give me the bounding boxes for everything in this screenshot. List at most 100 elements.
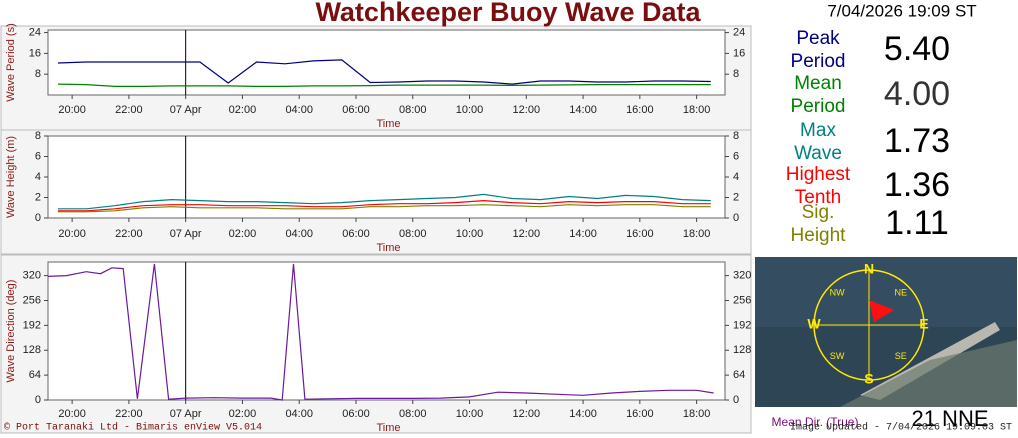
reading-value: 5.40 — [884, 30, 950, 68]
x-tick-label: 20:00 — [58, 228, 86, 240]
x-tick-label: 04:00 — [285, 228, 313, 240]
reading-label: Mean — [794, 73, 842, 94]
y-tick-label: 24 — [29, 27, 41, 39]
y-axis-label: Wave Height (m) — [5, 136, 17, 218]
x-tick-label: 02:00 — [229, 104, 257, 116]
reading-label: Sig. — [802, 202, 835, 223]
y2-tick-label: 256 — [733, 294, 751, 306]
x-tick-label: 07 Apr — [170, 228, 202, 240]
y-axis-label: Wave Period (s) — [5, 23, 17, 101]
y2-tick-label: 320 — [733, 270, 751, 282]
x-tick-label: 04:00 — [285, 104, 313, 116]
x-tick-label: 12:00 — [513, 104, 541, 116]
chart-0: 8 8 16 16 24 24 20:00 22:00 07 Apr 02:00 04:00 06:0… — [0, 23, 752, 131]
wind-label: Mean Dir. (True) — [772, 415, 859, 429]
y-tick-label: 2 — [35, 191, 41, 203]
compass-point: NE — [895, 288, 908, 298]
x-tick-label: 20:00 — [58, 408, 86, 420]
reading-value: 4.00 — [884, 75, 950, 113]
x-tick-label: 06:00 — [342, 408, 370, 420]
reading-value: 1.11 — [885, 204, 949, 242]
reading-value: 1.36 — [884, 166, 950, 204]
y-tick-label: 320 — [23, 270, 41, 282]
timestamp: 7/04/2026 19:09 ST — [827, 1, 976, 20]
x-tick-label: 06:00 — [342, 228, 370, 240]
x-tick-label: 16:00 — [626, 104, 654, 116]
x-tick-label: 14:00 — [569, 104, 597, 116]
y-tick-label: 192 — [23, 319, 41, 331]
reading-value: 1.73 — [884, 122, 950, 160]
compass-point: N — [864, 261, 874, 277]
x-axis-label: Time — [376, 118, 400, 130]
x-tick-label: 14:00 — [569, 408, 597, 420]
x-tick-label: 16:00 — [626, 408, 654, 420]
y2-tick-label: 128 — [733, 344, 751, 356]
wind-arrow — [869, 300, 894, 322]
y-tick-label: 4 — [35, 171, 41, 183]
reading-label: Highest — [786, 164, 851, 185]
y-tick-label: 16 — [29, 47, 41, 59]
x-tick-label: 08:00 — [399, 408, 427, 420]
x-tick-label: 12:00 — [513, 408, 541, 420]
sea-area — [755, 257, 1017, 327]
reading-label: Wave — [794, 143, 842, 164]
series-line — [57, 199, 711, 212]
x-tick-label: 18:00 — [683, 228, 711, 240]
y-tick-label: 0 — [35, 212, 41, 224]
x-tick-label: 10:00 — [456, 408, 484, 420]
reading-label: Period — [791, 51, 846, 72]
wind-value: 21 NNE — [911, 406, 988, 431]
y2-tick-label: 24 — [733, 27, 745, 39]
x-tick-label: 18:00 — [683, 104, 711, 116]
y2-tick-label: 16 — [733, 47, 745, 59]
compass-point: E — [919, 316, 928, 332]
x-axis-label: Time — [376, 242, 400, 254]
compass-point: NW — [830, 288, 845, 298]
y-tick-label: 8 — [35, 68, 41, 80]
x-tick-label: 06:00 — [342, 104, 370, 116]
x-tick-label: 22:00 — [115, 408, 143, 420]
y2-tick-label: 8 — [733, 130, 739, 142]
y-tick-label: 256 — [23, 294, 41, 306]
series-line — [57, 59, 711, 85]
reading-label: Max — [800, 120, 836, 141]
chart-1: 0 0 2 2 4 4 6 6 8 8 20:00 22:00 07 Apr 02:00 04:00 06:0… — [0, 129, 752, 255]
x-tick-label: 10:00 — [456, 104, 484, 116]
x-tick-label: 20:00 — [58, 104, 86, 116]
x-tick-label: 22:00 — [115, 104, 143, 116]
x-tick-label: 07 Apr — [170, 104, 202, 116]
compass-point: SE — [895, 351, 907, 361]
y2-tick-label: 0 — [733, 212, 739, 224]
y-tick-label: 8 — [35, 130, 41, 142]
x-tick-label: 16:00 — [626, 228, 654, 240]
x-tick-label: 04:00 — [285, 408, 313, 420]
x-tick-label: 02:00 — [229, 228, 257, 240]
x-tick-label: 18:00 — [683, 408, 711, 420]
y-axis-label: Wave Direction (deg) — [5, 280, 17, 383]
x-tick-label: 07 Apr — [170, 408, 202, 420]
compass-point: SW — [830, 351, 845, 361]
y2-tick-label: 0 — [733, 394, 739, 406]
compass: N NE E SE S SW W NW — [755, 257, 1017, 407]
y2-tick-label: 8 — [733, 68, 739, 80]
x-tick-label: 10:00 — [456, 228, 484, 240]
y2-tick-label: 64 — [733, 369, 745, 381]
series-line — [47, 263, 714, 401]
y2-tick-label: 6 — [733, 150, 739, 162]
y-tick-label: 128 — [23, 344, 41, 356]
x-tick-label: 08:00 — [399, 228, 427, 240]
series-line — [57, 204, 711, 213]
x-tick-label: 14:00 — [569, 228, 597, 240]
x-tick-label: 08:00 — [399, 104, 427, 116]
series-line — [57, 83, 711, 87]
shore — [840, 340, 1017, 407]
reading-label: Height — [791, 225, 847, 246]
chart-2: 0 0 64 64 128 128 192 192 256 256 320 320 20:00 22:00… — [0, 254, 752, 434]
compass-point: W — [807, 316, 821, 332]
reading-label: Period — [791, 96, 846, 117]
compass-point: S — [864, 371, 873, 387]
y-tick-label: 0 — [35, 394, 41, 406]
plot-area — [47, 261, 726, 401]
